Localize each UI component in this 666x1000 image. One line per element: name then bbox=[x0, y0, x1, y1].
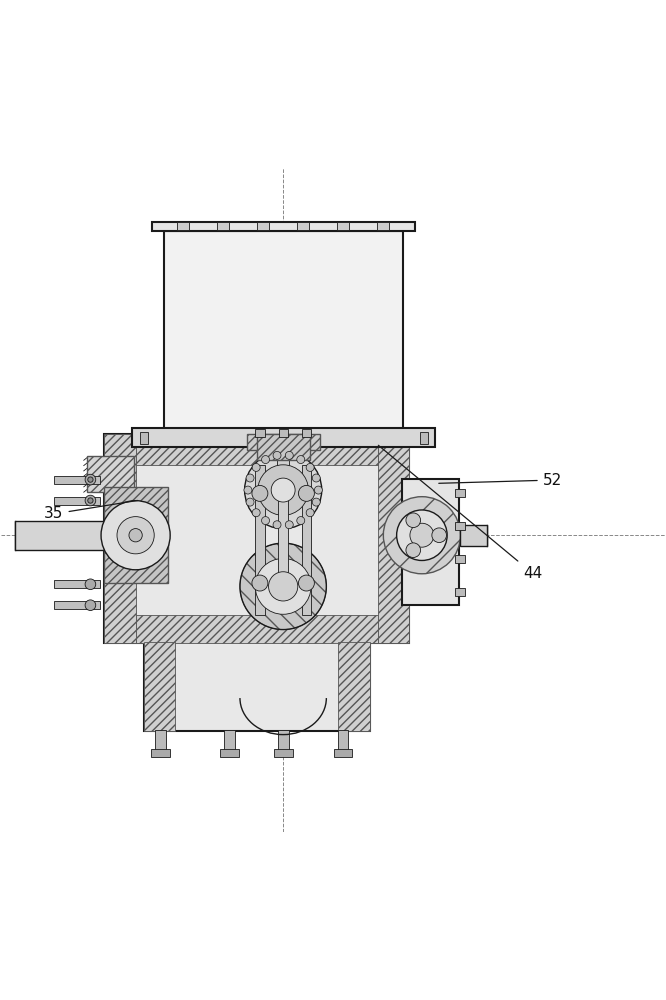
Bar bbox=[456, 489, 465, 497]
Circle shape bbox=[262, 456, 270, 464]
Bar bbox=[177, 222, 189, 230]
Circle shape bbox=[285, 521, 293, 529]
Bar bbox=[377, 222, 389, 230]
Bar bbox=[302, 465, 311, 615]
Bar bbox=[402, 479, 459, 605]
Bar bbox=[15, 521, 104, 550]
Circle shape bbox=[406, 513, 420, 528]
Circle shape bbox=[314, 486, 322, 494]
Bar bbox=[257, 222, 269, 230]
Circle shape bbox=[258, 465, 308, 515]
Bar bbox=[337, 222, 349, 230]
Bar bbox=[255, 465, 264, 615]
Bar bbox=[278, 730, 289, 750]
Bar bbox=[460, 525, 487, 546]
Circle shape bbox=[298, 575, 314, 591]
Bar bbox=[136, 434, 378, 465]
Circle shape bbox=[406, 543, 420, 557]
Bar bbox=[278, 490, 288, 586]
Circle shape bbox=[410, 523, 434, 547]
Bar bbox=[246, 434, 320, 450]
Circle shape bbox=[252, 509, 260, 517]
Circle shape bbox=[262, 517, 270, 525]
Circle shape bbox=[129, 529, 143, 542]
Bar bbox=[274, 749, 293, 757]
Circle shape bbox=[246, 474, 254, 482]
Circle shape bbox=[85, 600, 96, 611]
Bar bbox=[54, 580, 101, 588]
Text: 52: 52 bbox=[439, 473, 562, 488]
Circle shape bbox=[432, 528, 446, 543]
Bar bbox=[151, 749, 170, 757]
Bar bbox=[224, 730, 235, 750]
Circle shape bbox=[397, 510, 447, 560]
Circle shape bbox=[384, 497, 460, 574]
Circle shape bbox=[285, 451, 293, 459]
Bar bbox=[54, 497, 101, 505]
Circle shape bbox=[252, 463, 260, 471]
Bar bbox=[140, 432, 148, 444]
Bar bbox=[164, 231, 403, 430]
Circle shape bbox=[244, 452, 322, 529]
Bar bbox=[144, 642, 370, 731]
Bar bbox=[220, 749, 238, 757]
Circle shape bbox=[85, 579, 96, 590]
Bar bbox=[278, 429, 288, 437]
Bar bbox=[54, 601, 101, 609]
Circle shape bbox=[88, 477, 93, 482]
Circle shape bbox=[306, 463, 314, 471]
Bar bbox=[456, 522, 465, 530]
Bar bbox=[256, 434, 310, 460]
Circle shape bbox=[273, 451, 281, 459]
Bar bbox=[104, 434, 136, 643]
Circle shape bbox=[271, 478, 295, 502]
Circle shape bbox=[240, 543, 326, 630]
Bar bbox=[87, 456, 134, 492]
Circle shape bbox=[306, 509, 314, 517]
Text: 35: 35 bbox=[44, 500, 137, 521]
Bar bbox=[338, 642, 370, 731]
Bar bbox=[104, 487, 168, 583]
Circle shape bbox=[244, 486, 252, 494]
Bar bbox=[54, 476, 101, 484]
Text: 44: 44 bbox=[378, 445, 542, 581]
Bar bbox=[456, 555, 465, 563]
Bar bbox=[144, 642, 175, 731]
Circle shape bbox=[298, 485, 314, 501]
Circle shape bbox=[88, 498, 93, 503]
Circle shape bbox=[252, 575, 268, 591]
Bar bbox=[378, 434, 410, 643]
Bar bbox=[104, 434, 410, 643]
Circle shape bbox=[252, 485, 268, 501]
Circle shape bbox=[297, 456, 305, 464]
Circle shape bbox=[85, 495, 96, 506]
Bar bbox=[277, 447, 289, 490]
Bar bbox=[155, 730, 166, 750]
Circle shape bbox=[101, 501, 170, 570]
Bar bbox=[255, 429, 264, 437]
Circle shape bbox=[273, 521, 281, 529]
Circle shape bbox=[297, 517, 305, 525]
Circle shape bbox=[117, 517, 155, 554]
Circle shape bbox=[255, 558, 311, 614]
Circle shape bbox=[85, 474, 96, 485]
Bar bbox=[456, 588, 465, 596]
Bar bbox=[132, 428, 435, 447]
Bar bbox=[420, 432, 428, 444]
Bar bbox=[338, 730, 348, 750]
Circle shape bbox=[312, 474, 320, 482]
Circle shape bbox=[312, 498, 320, 506]
Bar bbox=[152, 222, 415, 231]
Circle shape bbox=[268, 572, 298, 601]
Bar bbox=[217, 222, 229, 230]
Bar bbox=[302, 429, 311, 437]
Bar bbox=[334, 749, 352, 757]
Bar bbox=[136, 615, 378, 643]
Bar bbox=[297, 222, 309, 230]
Circle shape bbox=[246, 498, 254, 506]
